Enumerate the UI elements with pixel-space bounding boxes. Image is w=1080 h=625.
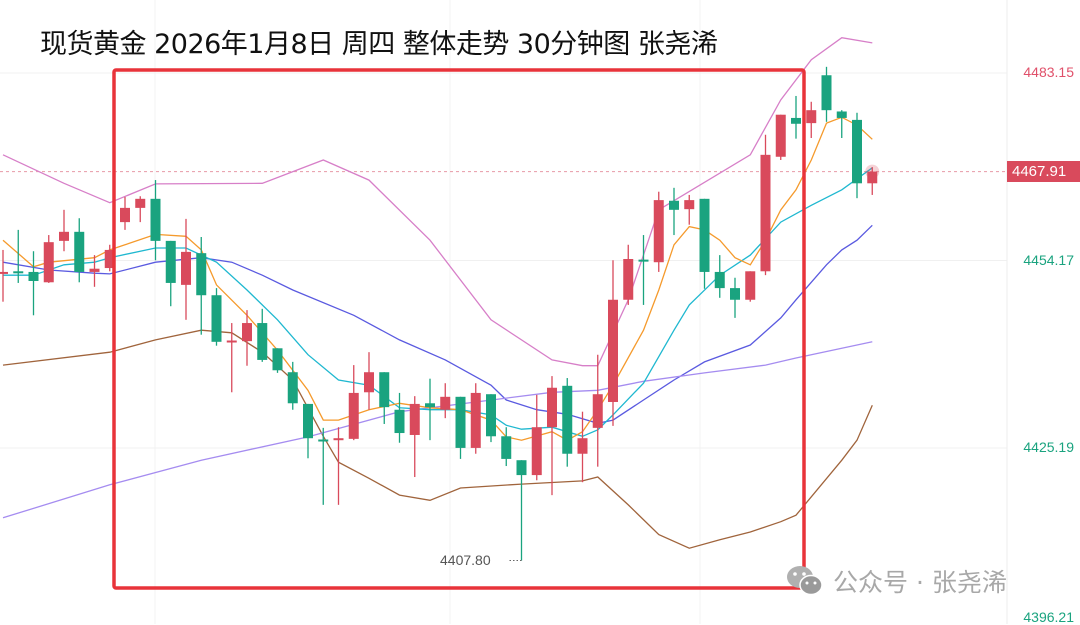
candle-body xyxy=(486,394,496,437)
candle-body xyxy=(409,403,420,435)
candle-body xyxy=(669,200,679,210)
ma-cyan-line xyxy=(3,167,873,437)
candle-body xyxy=(470,392,481,448)
candle-body xyxy=(74,231,85,272)
candle-body xyxy=(13,271,24,274)
candle-body xyxy=(760,154,771,272)
candle-body xyxy=(608,299,618,402)
candle-body xyxy=(0,271,8,274)
candle-body xyxy=(89,268,100,272)
candle-body xyxy=(623,258,634,300)
candle-body xyxy=(501,436,512,459)
candle-body xyxy=(28,271,39,281)
ma-blue-line xyxy=(2,224,873,424)
candle-body xyxy=(150,198,161,241)
candle-body xyxy=(592,394,603,428)
candle-body xyxy=(303,403,313,439)
candle-body xyxy=(364,372,374,393)
y-tick-label: 4454.17 xyxy=(1023,252,1074,268)
candle-body xyxy=(242,323,252,342)
candle-body xyxy=(440,396,451,410)
candle-body xyxy=(699,198,710,272)
candle-body xyxy=(516,460,527,476)
candle-body xyxy=(653,200,664,263)
candle-body xyxy=(775,114,786,157)
candle-body xyxy=(745,271,756,300)
candle-body xyxy=(272,348,283,371)
candle-body xyxy=(806,110,817,124)
candle-body xyxy=(348,392,359,439)
candle-body xyxy=(165,240,176,283)
candle-body xyxy=(211,295,222,342)
candle-body xyxy=(714,271,725,289)
candle-body xyxy=(196,253,207,296)
candle-body xyxy=(287,372,298,404)
candle-body xyxy=(531,427,542,476)
candle-body xyxy=(104,249,115,269)
y-tick-label: 4425.19 xyxy=(1023,439,1074,455)
candle-body xyxy=(562,385,573,454)
candle-body xyxy=(684,200,695,210)
candle-body xyxy=(257,323,268,360)
candle-body xyxy=(181,251,191,285)
candle-body xyxy=(852,119,862,184)
candle-body xyxy=(577,438,588,454)
watermark-text: 公众号 · 张尧浠 xyxy=(833,568,1007,597)
ma-lavender-line xyxy=(2,341,873,519)
candle-body xyxy=(730,288,740,300)
candle-body xyxy=(836,111,847,118)
wechat-icon xyxy=(787,566,823,596)
candle-body xyxy=(455,396,466,448)
low-price-annotation: 4407.80 xyxy=(440,552,491,568)
candle-body xyxy=(379,372,390,408)
candle-body xyxy=(43,242,54,283)
candle-body xyxy=(120,207,130,223)
chart-title: 现货黄金 2026年1月8日 周四 整体走势 30分钟图 张尧浠 xyxy=(40,29,718,60)
candle-body xyxy=(226,340,237,343)
candle-body xyxy=(333,438,344,441)
current-price-dot xyxy=(865,164,880,179)
upper-band-line xyxy=(2,37,873,367)
ma-orange-line xyxy=(2,116,873,441)
lower-band-line xyxy=(2,329,873,549)
y-tick-label: 4483.15 xyxy=(1023,64,1074,80)
candle-body xyxy=(394,409,405,434)
candle-body xyxy=(547,387,557,428)
y-tick-label: 4396.21 xyxy=(1023,609,1074,625)
highlight-box xyxy=(112,68,806,590)
candle-body xyxy=(791,117,801,124)
current-price-badge: 4467.91 xyxy=(1007,161,1080,182)
watermark: 公众号 · 张尧浠 xyxy=(785,563,1007,599)
candle-body xyxy=(867,171,878,184)
candle-body xyxy=(135,198,146,208)
candle-body xyxy=(821,75,832,111)
candle-body xyxy=(638,259,649,262)
candle-body xyxy=(59,231,69,241)
candle-body xyxy=(425,403,435,408)
candle-body xyxy=(318,439,329,442)
